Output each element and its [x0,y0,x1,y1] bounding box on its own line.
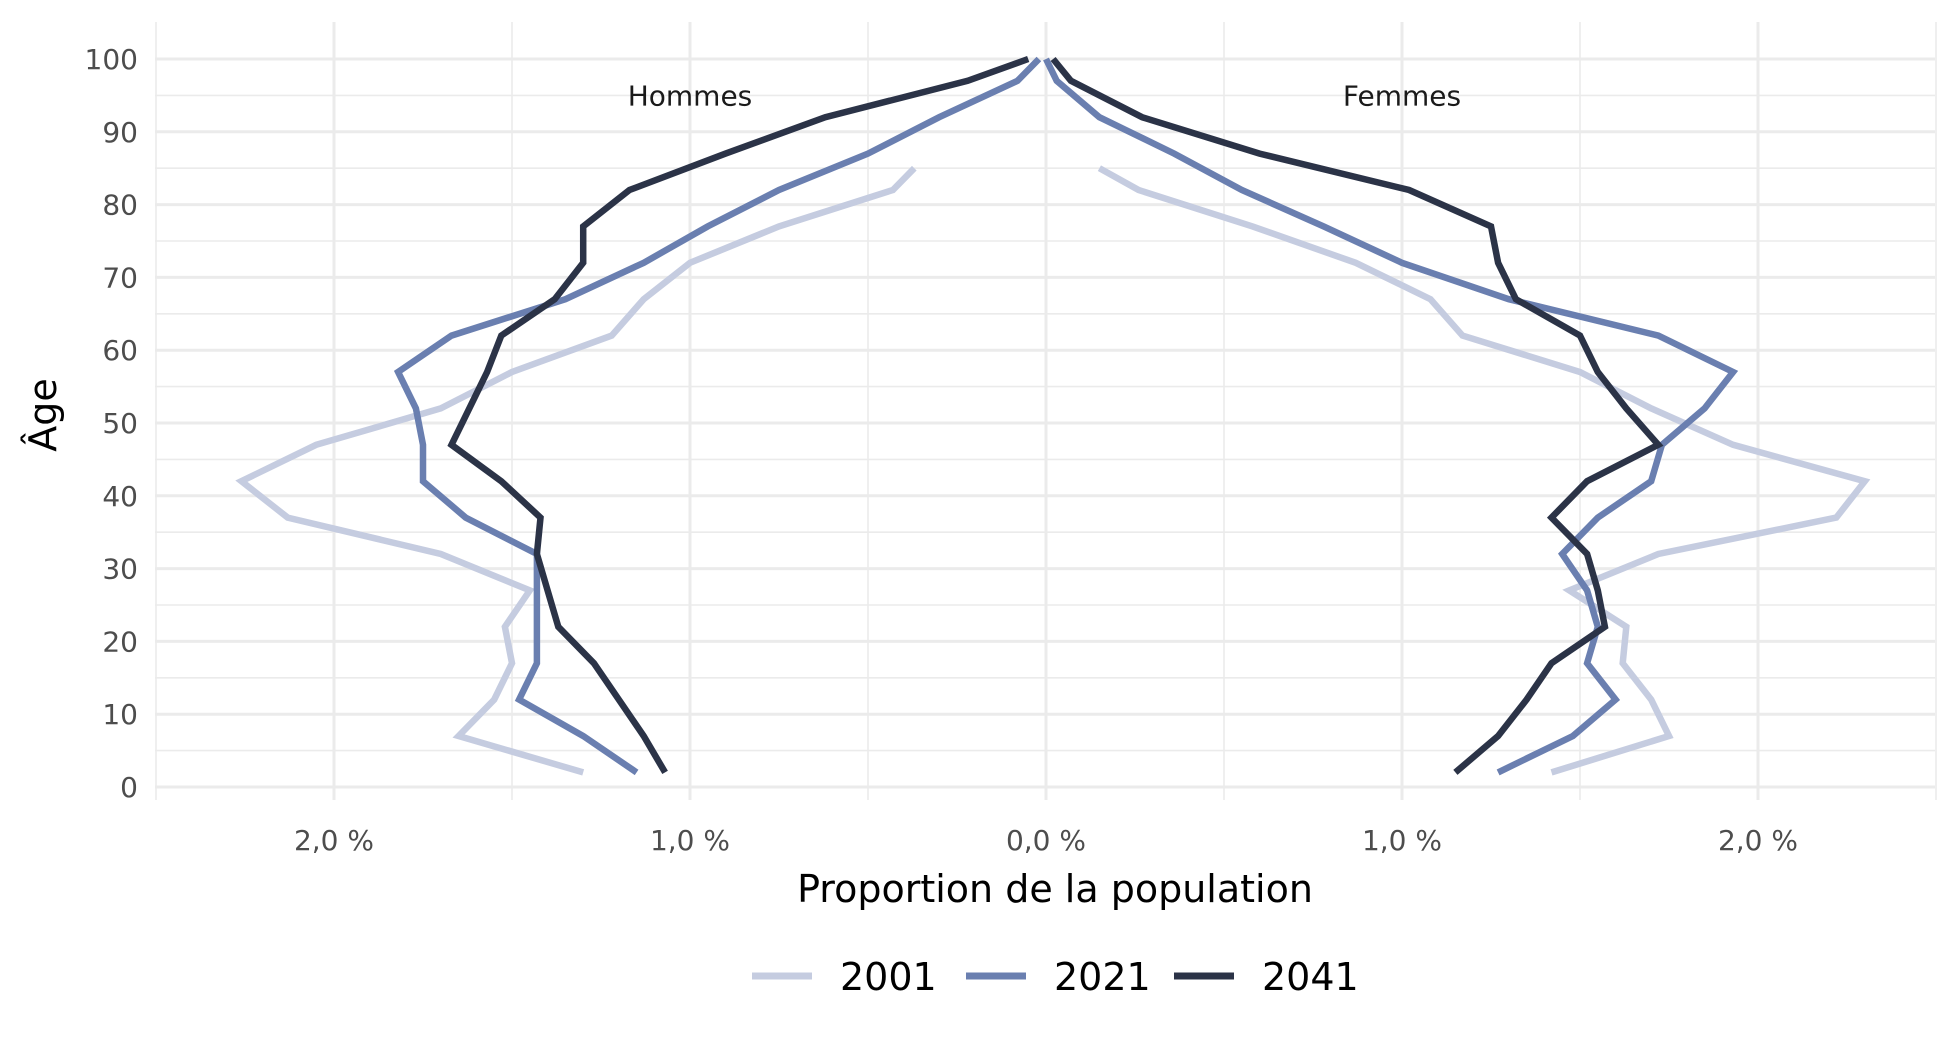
y-tick-label: 70 [102,261,138,294]
y-axis-title: Âge [21,378,65,452]
series-line-2021-hommes [393,56,1042,776]
x-axis-title: Proportion de la population [797,867,1313,911]
x-tick-label: 2,0 % [1718,824,1798,857]
y-tick-label: 100 [85,43,138,76]
y-tick-label: 60 [102,334,138,367]
y-tick-label: 80 [102,189,138,222]
series-line-2041-hommes [447,55,1030,775]
y-tick-label: 0 [120,771,138,804]
series-line-2041-femmes [1050,56,1664,775]
legend-label-2021: 2021 [1054,955,1151,999]
grid-lines [155,22,1937,800]
legend: 2001 2021 2041 [752,955,1359,999]
y-tick-label: 40 [102,480,138,513]
x-tick-label: 0,0 % [1006,824,1086,857]
x-tick-label: 1,0 % [650,824,730,857]
annotation-label: Femmes [1343,79,1461,112]
series-line-2001-hommes [235,165,917,776]
y-tick-label: 20 [102,625,138,658]
x-tick-label: 1,0 % [1362,824,1442,857]
series-lines [235,55,1871,776]
series-line-2021-femmes [1043,57,1739,776]
x-axis-ticks: 2,0 % 1,0 % 0,0 % 1,0 % 2,0 % [294,824,1798,857]
y-tick-label: 10 [102,698,138,731]
legend-label-2001: 2001 [840,955,937,999]
legend-label-2041: 2041 [1262,955,1359,999]
y-axis-ticks: 0 10 20 30 40 50 60 70 80 90 100 [85,43,138,804]
annotations: Hommes Femmes [628,79,1461,112]
x-tick-label: 2,0 % [294,824,374,857]
y-tick-label: 90 [102,116,138,149]
y-tick-label: 30 [102,553,138,586]
annotation-label: Hommes [628,79,753,112]
y-tick-label: 50 [102,407,138,440]
series-line-2001-femmes [1097,165,1871,776]
